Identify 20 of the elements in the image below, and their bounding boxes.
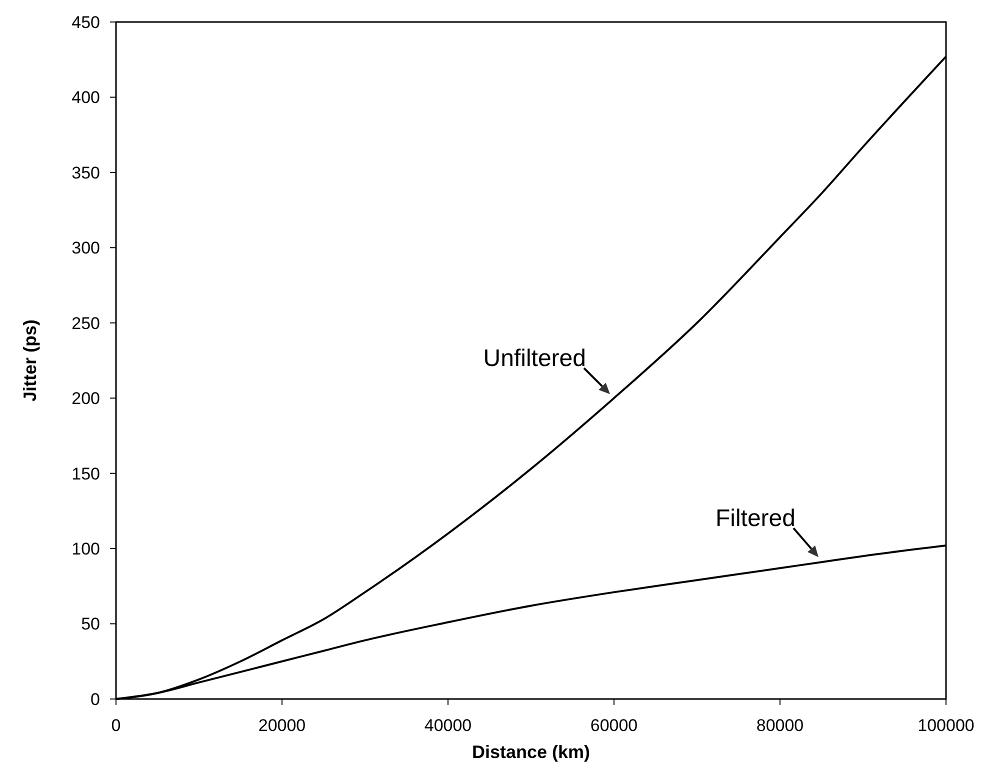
series-label: Filtered (715, 505, 796, 532)
y-tick-label: 0 (90, 690, 100, 709)
y-tick-label: 250 (72, 314, 100, 333)
x-tick-label: 0 (111, 716, 121, 735)
y-tick-label: 150 (72, 464, 100, 484)
y-tick-label: 50 (81, 614, 100, 634)
y-tick-label: 400 (72, 88, 100, 108)
y-axis-title: Jitter (ps) (20, 319, 40, 402)
x-tick-label: 60000 (590, 716, 638, 735)
y-tick-label: 100 (72, 540, 100, 559)
x-axis-title: Distance (km) (472, 742, 590, 762)
series-label: Unfiltered (483, 345, 586, 372)
y-tick-label: 200 (72, 389, 100, 408)
x-tick-label: 40000 (424, 716, 472, 735)
y-tick-label: 350 (72, 163, 100, 182)
x-tick-label: 20000 (258, 716, 306, 735)
y-tick-label: 450 (72, 12, 100, 32)
x-tick-label: 80000 (756, 716, 804, 735)
x-tick-label: 100000 (918, 716, 974, 735)
y-tick-label: 300 (72, 238, 100, 258)
